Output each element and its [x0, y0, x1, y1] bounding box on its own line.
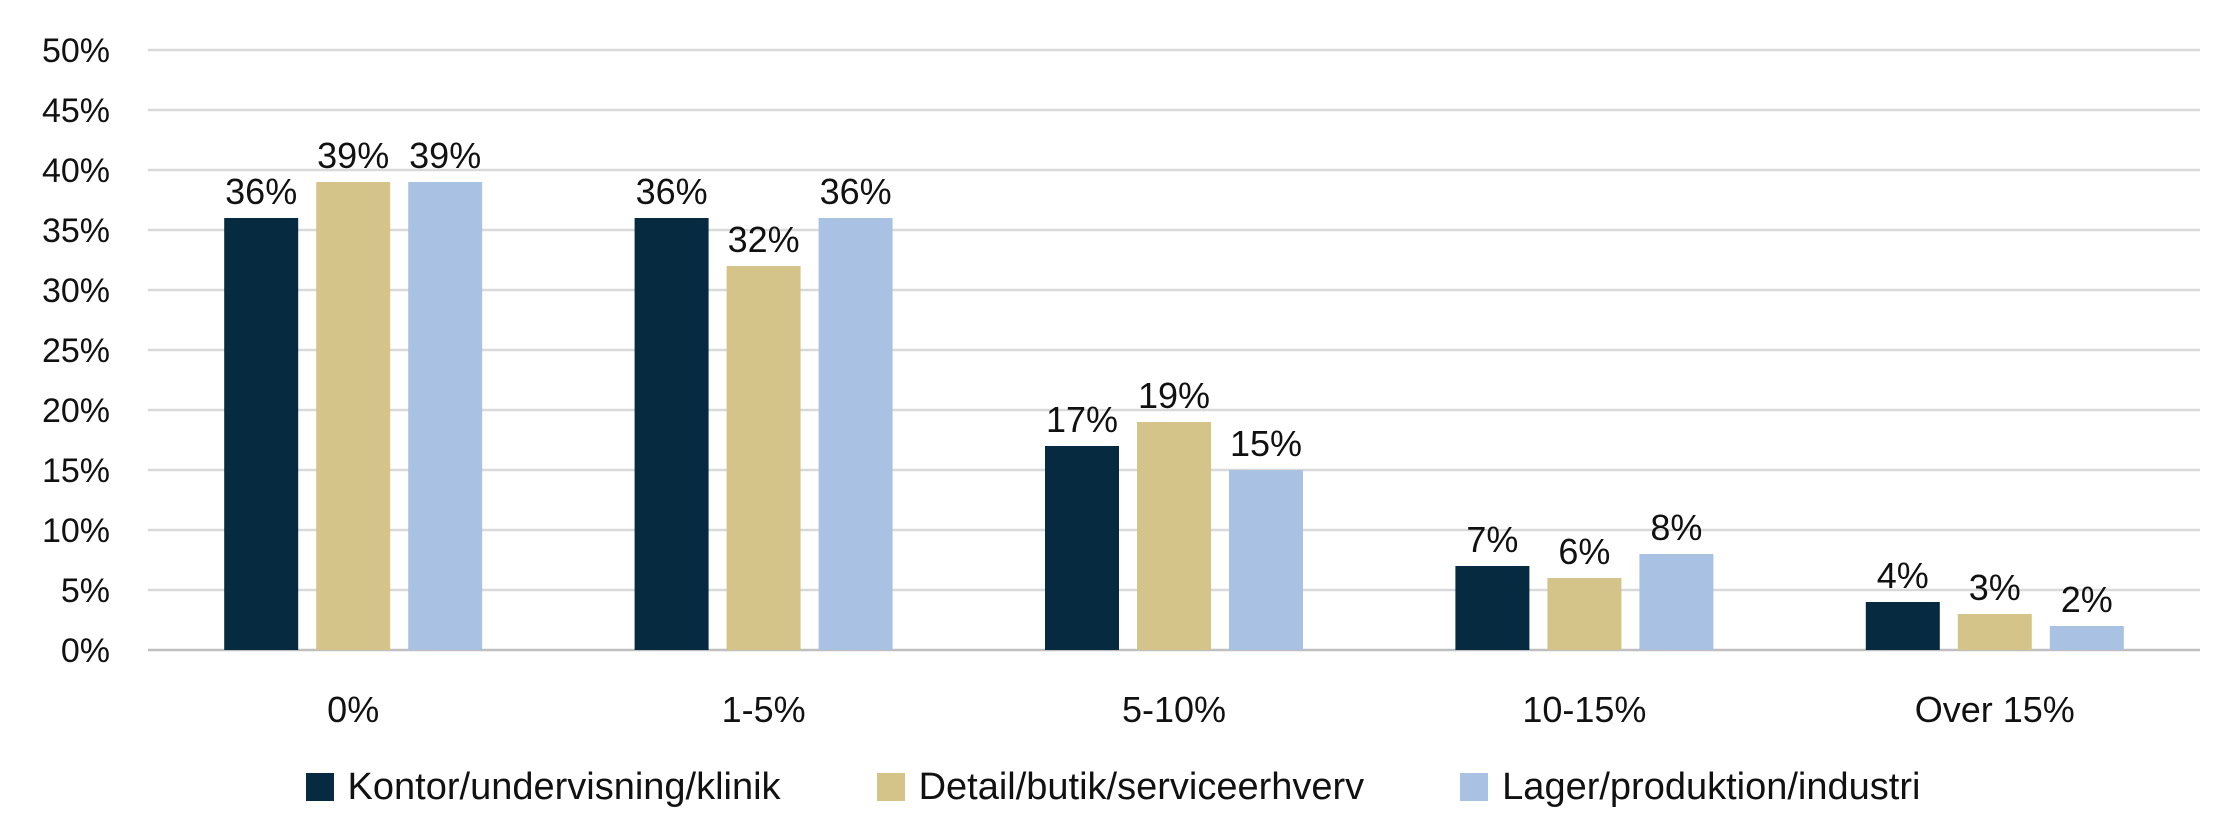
x-category-label: 0% — [327, 689, 379, 730]
bar — [726, 266, 801, 650]
bar — [1229, 470, 1303, 650]
legend-item: Lager/produktion/industri — [1460, 766, 1920, 809]
bar — [1865, 602, 1940, 650]
y-tick-label: 15% — [42, 452, 110, 490]
data-label: 6% — [1558, 531, 1610, 572]
bar — [1455, 566, 1530, 650]
y-tick-label: 45% — [42, 92, 110, 130]
data-label: 15% — [1230, 423, 1302, 464]
legend-swatch — [1460, 773, 1489, 801]
y-tick-label: 20% — [42, 392, 110, 430]
data-label: 3% — [1969, 567, 2021, 608]
data-label: 36% — [820, 171, 892, 212]
x-category-label: 5-10% — [1122, 689, 1226, 730]
bar — [408, 182, 483, 650]
legend-swatch — [305, 773, 334, 801]
x-category-label: 1-5% — [722, 689, 806, 730]
bar — [224, 218, 299, 650]
bar — [1957, 614, 2032, 650]
data-labels: 36% 39% 39% 36% 32% 36% 17% 19% 15% 7% 6% 8% 4% 3% 2% — [225, 135, 2113, 620]
bar — [1045, 446, 1119, 650]
data-label: 8% — [1650, 507, 1702, 548]
bar — [818, 218, 893, 650]
data-label: 2% — [2061, 579, 2113, 620]
data-label: 39% — [317, 135, 389, 176]
y-tick-label: 0% — [61, 632, 110, 670]
y-tick-label: 30% — [42, 272, 110, 310]
x-axis: 0% 1-5% 5-10% 10-15% Over 15% — [327, 689, 2075, 730]
bar — [1137, 422, 1211, 650]
y-tick-label: 5% — [61, 572, 110, 610]
bar — [1639, 554, 1714, 650]
data-label: 32% — [728, 219, 800, 260]
legend-label: Kontor/undervisning/klinik — [347, 765, 781, 808]
legend-swatch — [876, 773, 905, 801]
data-label: 4% — [1877, 555, 1929, 596]
x-category-label: 10-15% — [1522, 689, 1646, 730]
legend-item: Kontor/undervisning/klinik — [305, 765, 781, 809]
y-axis: 0% 5% 10% 15% 20% 25% 30% 35% 40% 45% 50% — [42, 32, 110, 670]
data-label: 7% — [1466, 519, 1518, 560]
data-label: 17% — [1046, 399, 1118, 440]
bar — [316, 182, 391, 650]
gridlines — [148, 48, 2200, 652]
data-label: 36% — [636, 171, 708, 212]
legend-item: Detail/butik/serviceerhverv — [876, 765, 1365, 809]
legend-label: Lager/produktion/industri — [1502, 765, 1921, 808]
y-tick-label: 10% — [42, 512, 110, 550]
y-tick-label: 40% — [42, 152, 110, 190]
y-tick-label: 25% — [42, 332, 110, 370]
data-label: 19% — [1138, 375, 1210, 416]
y-tick-label: 50% — [42, 32, 110, 70]
legend-label: Detail/butik/serviceerhverv — [918, 765, 1365, 808]
bars — [224, 182, 2124, 650]
bar — [634, 218, 709, 650]
legend: Kontor/undervisning/klinik Detail/butik/s… — [0, 762, 2226, 812]
bar — [2049, 626, 2124, 650]
x-category-label: Over 15% — [1915, 689, 2075, 730]
data-label: 39% — [409, 135, 481, 176]
y-tick-label: 35% — [42, 212, 110, 250]
data-label: 36% — [225, 171, 297, 212]
bar — [1547, 578, 1622, 650]
